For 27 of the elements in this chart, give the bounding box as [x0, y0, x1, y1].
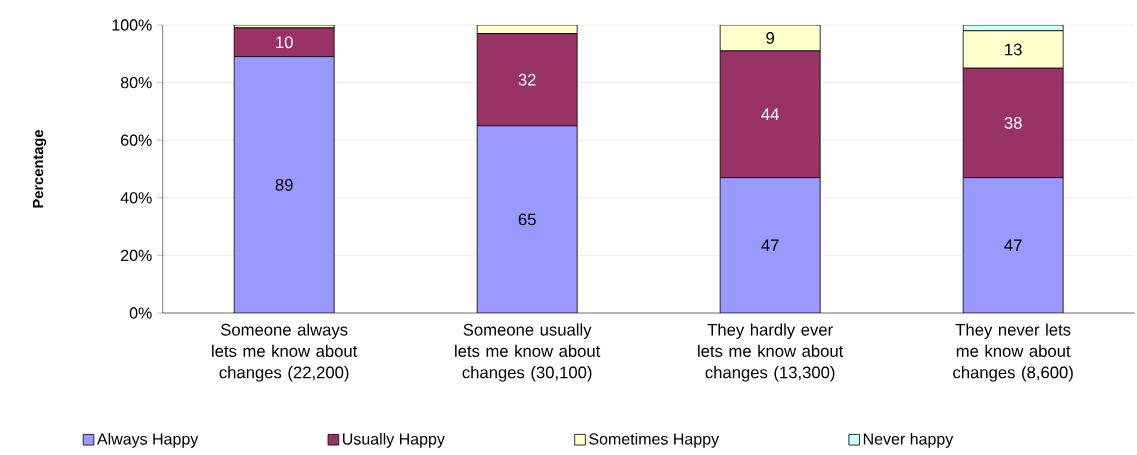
- data-label: 47: [761, 239, 779, 252]
- legend-label: Always Happy: [96, 432, 199, 448]
- y-axis-title: Percentage: [32, 129, 47, 208]
- legend-label: Never happy: [863, 432, 954, 448]
- y-tick-label: 100%: [112, 19, 152, 31]
- legend-label: Sometimes Happy: [589, 432, 720, 448]
- bar: [719, 25, 821, 52]
- data-label: 47: [1004, 239, 1022, 252]
- data-label: 44: [761, 108, 779, 121]
- y-tick-label: 20%: [121, 249, 152, 262]
- data-label: 38: [1004, 117, 1022, 129]
- data-label: 89: [275, 178, 293, 191]
- x-tick-label: Someone usually lets me know about changes (30,100): [455, 323, 601, 382]
- y-tick-label: 80%: [120, 76, 152, 89]
- x-tick-label: They never lets me know about changes (8,600): [953, 323, 1073, 382]
- y-tick-label: 40%: [120, 192, 152, 204]
- data-label: 32: [518, 73, 536, 86]
- bar: [962, 30, 1064, 69]
- data-label: 65: [518, 213, 536, 226]
- data-label: 10: [276, 36, 293, 49]
- y-tick-label: 0%: [129, 307, 152, 319]
- data-label: 9: [766, 32, 775, 44]
- x-tick-label: They hardly ever lets me know about changes (13,300): [698, 323, 844, 382]
- x-tick-label: Someone always lets me know about changes (22,200): [212, 323, 358, 382]
- y-tick-label: 60%: [121, 134, 152, 146]
- legend-label: Usually Happy: [343, 432, 445, 448]
- data-label: 13: [1005, 43, 1022, 56]
